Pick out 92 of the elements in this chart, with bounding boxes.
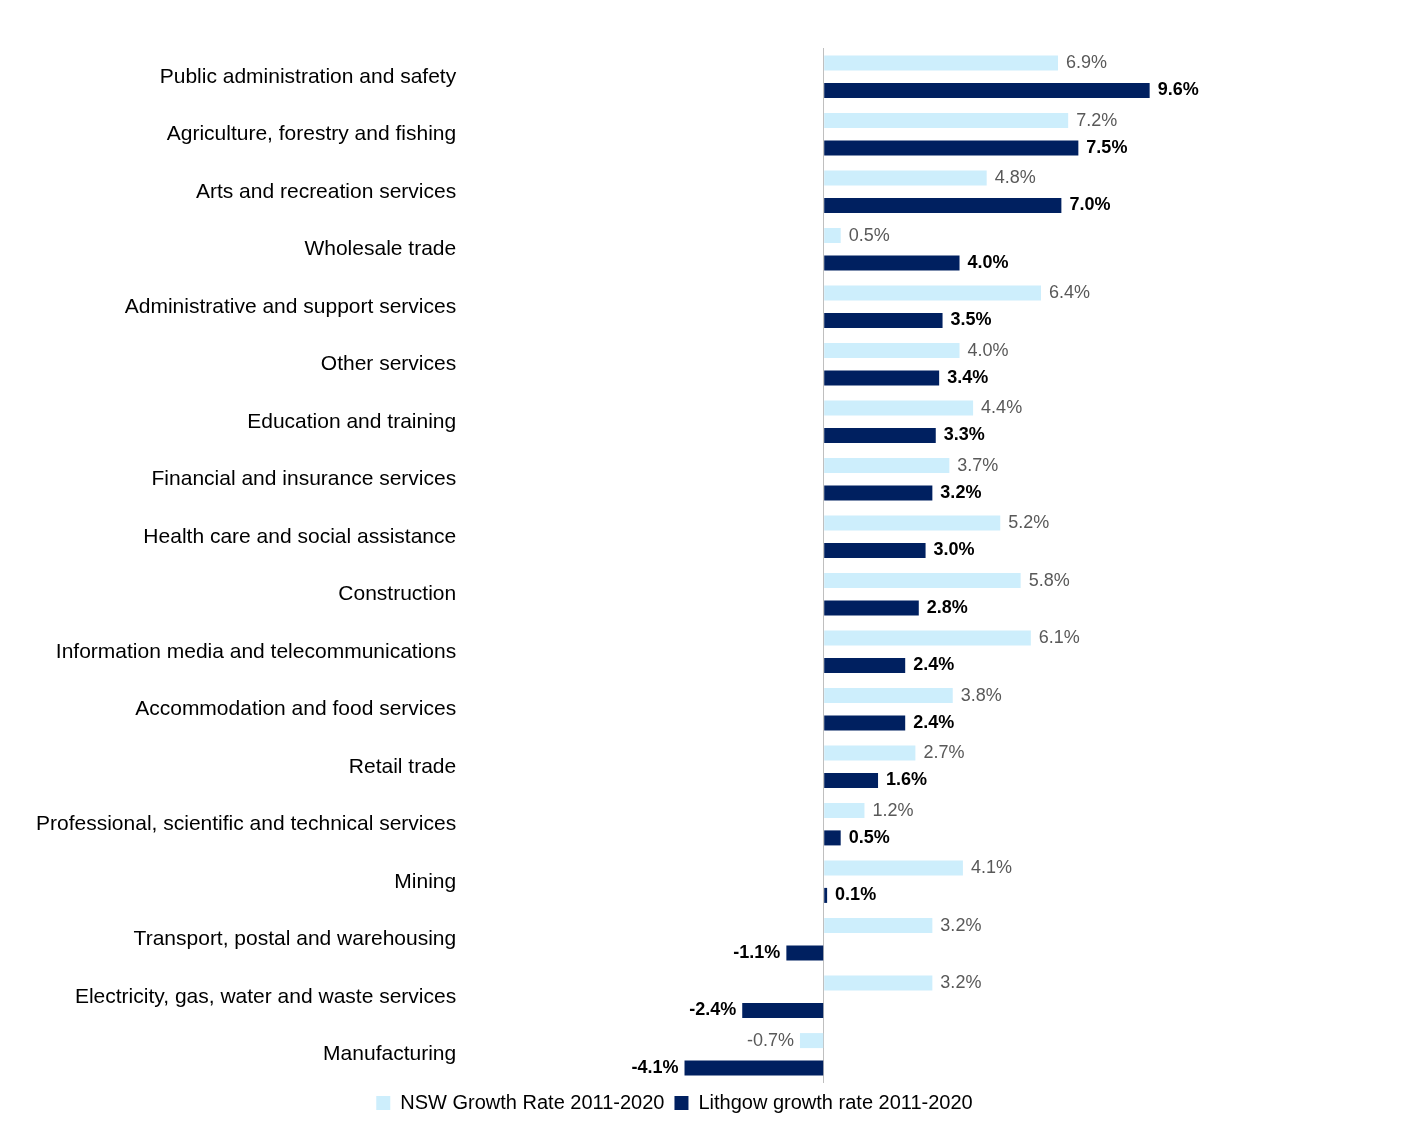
y-tick-label: Accommodation and food services — [135, 696, 457, 720]
data-label: 0.1% — [835, 884, 877, 905]
legend-label: Lithgow growth rate 2011-2020 — [698, 1090, 973, 1113]
bar — [824, 975, 933, 991]
bar — [824, 657, 906, 673]
bar — [824, 55, 1058, 71]
data-label: 3.0% — [933, 539, 975, 560]
y-tick-label: Construction — [338, 581, 457, 605]
data-label: 5.2% — [1008, 512, 1050, 533]
bar — [824, 515, 1001, 531]
data-label: 7.0% — [1069, 194, 1111, 215]
data-label: -0.7% — [746, 1029, 794, 1050]
data-label: 3.2% — [940, 914, 982, 935]
bar — [824, 197, 1062, 213]
y-tick-label: Electricity, gas, water and waste services — [74, 983, 457, 1007]
y-tick-label: Manufacturing — [323, 1041, 457, 1065]
bar — [824, 255, 960, 271]
data-label: 4.0% — [967, 339, 1009, 360]
bar — [824, 400, 974, 416]
data-label: 3.2% — [940, 972, 982, 993]
bar — [824, 745, 916, 761]
y-tick-label: Transport, postal and warehousing — [133, 926, 457, 950]
bar — [824, 370, 940, 386]
y-tick-label: Administrative and support services — [124, 293, 457, 317]
bar — [786, 945, 824, 961]
data-label: 2.8% — [926, 596, 968, 617]
bar — [824, 427, 936, 443]
bar — [824, 343, 960, 359]
y-tick-label: Other services — [320, 351, 457, 375]
data-label: 7.5% — [1086, 136, 1128, 157]
bar — [824, 772, 879, 788]
data-label: 3.7% — [957, 454, 999, 475]
bar — [824, 113, 1069, 129]
bar — [742, 1002, 824, 1018]
data-label: -2.4% — [689, 999, 737, 1020]
data-label: 1.6% — [886, 769, 928, 790]
bar — [824, 485, 933, 501]
data-label: 4.1% — [970, 857, 1012, 878]
data-label: 6.1% — [1038, 627, 1080, 648]
bar — [824, 312, 943, 328]
data-label: 3.5% — [950, 309, 992, 330]
bar — [824, 860, 963, 876]
data-label: 3.2% — [940, 481, 982, 502]
data-label: 3.4% — [947, 366, 989, 387]
data-label: 0.5% — [848, 826, 890, 847]
data-label: 5.8% — [1028, 569, 1070, 590]
legend-label: NSW Growth Rate 2011-2020 — [400, 1090, 665, 1113]
data-label: -4.1% — [631, 1056, 679, 1077]
data-label: 6.4% — [1049, 282, 1091, 303]
bar — [824, 688, 953, 704]
bar — [824, 82, 1150, 98]
y-tick-label: Professional, scientific and technical services — [35, 811, 457, 835]
y-tick-label: Mining — [394, 868, 457, 892]
y-tick-label: Financial and insurance services — [151, 466, 457, 490]
bar — [824, 228, 841, 244]
y-tick-label: Information media and telecommunications — [55, 638, 457, 662]
bar — [824, 285, 1042, 301]
bar — [824, 918, 933, 934]
data-label: 7.2% — [1076, 109, 1118, 130]
data-label: 2.4% — [913, 654, 955, 675]
y-tick-label: Health care and social assistance — [143, 523, 457, 547]
data-label: 6.9% — [1065, 52, 1108, 73]
bar — [824, 830, 841, 846]
bar — [824, 803, 865, 819]
data-label: 9.6% — [1157, 79, 1199, 100]
bar — [824, 600, 919, 616]
data-label: 1.2% — [872, 799, 914, 820]
data-label: 3.3% — [943, 424, 985, 445]
bar — [824, 573, 1021, 589]
bar — [824, 715, 906, 731]
bar — [824, 887, 828, 903]
y-tick-label: Public administration and safety — [159, 63, 457, 87]
data-label: 4.0% — [967, 251, 1009, 272]
y-tick-label: Wholesale trade — [304, 236, 457, 260]
bar — [824, 170, 987, 186]
bar — [684, 1060, 824, 1076]
data-label: 2.4% — [913, 711, 955, 732]
data-label: 4.8% — [994, 167, 1036, 188]
y-tick-label: Retail trade — [348, 753, 457, 777]
bar — [799, 1033, 824, 1049]
bar — [824, 542, 926, 558]
data-label: 0.5% — [848, 224, 890, 245]
bar — [824, 140, 1079, 156]
y-tick-label: Arts and recreation services — [195, 178, 457, 202]
data-label: -1.1% — [733, 941, 781, 962]
data-label: 4.4% — [981, 397, 1023, 418]
data-label: 3.8% — [960, 684, 1002, 705]
y-tick-label: Agriculture, forestry and fishing — [166, 121, 457, 145]
data-label: 2.7% — [923, 742, 965, 763]
bar — [824, 630, 1031, 646]
bar — [824, 458, 950, 474]
y-tick-label: Education and training — [247, 408, 457, 432]
